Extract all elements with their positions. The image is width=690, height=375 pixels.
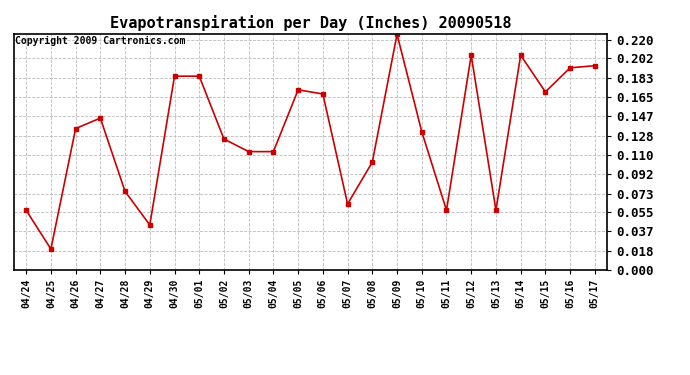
Text: Copyright 2009 Cartronics.com: Copyright 2009 Cartronics.com: [15, 36, 186, 46]
Title: Evapotranspiration per Day (Inches) 20090518: Evapotranspiration per Day (Inches) 2009…: [110, 15, 511, 31]
